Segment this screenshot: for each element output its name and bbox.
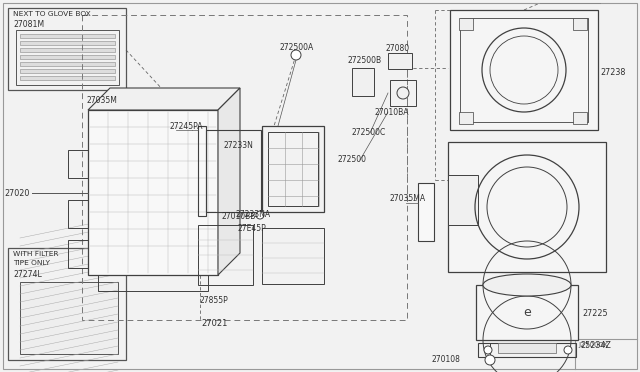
Bar	[573, 112, 587, 124]
Bar	[206, 130, 261, 212]
Bar	[68, 200, 88, 228]
Text: 272500B: 272500B	[348, 56, 382, 65]
Bar	[498, 343, 556, 353]
Text: 27233N: 27233N	[224, 141, 254, 150]
Text: 27020: 27020	[4, 189, 29, 198]
Bar	[20, 41, 115, 45]
Bar	[476, 285, 578, 340]
Bar	[98, 275, 208, 291]
Text: 272500A: 272500A	[280, 43, 314, 52]
Bar	[20, 34, 115, 38]
Circle shape	[564, 346, 572, 354]
Text: e: e	[523, 307, 531, 320]
Bar	[68, 150, 88, 178]
Text: 27035MA: 27035MA	[390, 194, 426, 203]
Circle shape	[256, 211, 264, 219]
Bar	[88, 110, 218, 275]
Bar	[16, 30, 119, 85]
Bar	[20, 48, 115, 52]
Text: WITH FILTER: WITH FILTER	[13, 251, 58, 257]
Bar	[478, 343, 576, 357]
Bar	[388, 53, 412, 69]
Text: 27021: 27021	[202, 319, 228, 328]
Circle shape	[291, 50, 301, 60]
Ellipse shape	[483, 274, 571, 296]
Bar	[268, 132, 318, 206]
Text: 27080: 27080	[386, 44, 410, 53]
Text: 27225: 27225	[582, 308, 607, 317]
Circle shape	[484, 346, 492, 354]
Text: 27E45P: 27E45P	[237, 224, 266, 233]
Bar	[20, 62, 115, 66]
Text: 27855P: 27855P	[200, 296, 228, 305]
Circle shape	[485, 355, 495, 365]
Text: 270108: 270108	[432, 356, 461, 365]
Text: NEXT TO GLOVE BOX: NEXT TO GLOVE BOX	[13, 11, 91, 17]
Text: 27010BB: 27010BB	[222, 212, 257, 221]
Bar	[418, 183, 434, 241]
Polygon shape	[218, 88, 240, 275]
Bar	[448, 142, 606, 272]
Bar	[68, 240, 88, 268]
Bar	[460, 18, 588, 122]
Bar	[262, 228, 324, 284]
Bar	[8, 248, 126, 360]
Bar	[20, 55, 115, 59]
Polygon shape	[88, 88, 240, 110]
Bar	[352, 68, 374, 96]
Bar	[459, 112, 473, 124]
Bar	[448, 175, 478, 225]
Text: 27274L: 27274L	[13, 270, 42, 279]
Bar	[450, 10, 598, 130]
Circle shape	[397, 87, 409, 99]
Text: J27000K: J27000K	[578, 342, 608, 348]
Bar	[262, 126, 324, 212]
Bar	[20, 282, 118, 354]
Text: 27238: 27238	[600, 67, 625, 77]
Text: 272500C: 272500C	[352, 128, 387, 137]
Text: 27245PA: 27245PA	[170, 122, 204, 131]
Bar	[459, 18, 473, 30]
Text: 25234Z: 25234Z	[580, 341, 611, 350]
Text: 272500: 272500	[338, 155, 367, 164]
Text: 27081M: 27081M	[13, 20, 44, 29]
Bar	[20, 76, 115, 80]
Text: TIPE ONLY: TIPE ONLY	[13, 260, 50, 266]
Bar	[20, 69, 115, 73]
Text: 27010BA: 27010BA	[375, 108, 410, 117]
Bar	[8, 8, 126, 90]
Bar	[198, 126, 206, 216]
Text: 27233NA: 27233NA	[235, 210, 270, 219]
Bar	[390, 80, 416, 106]
Text: 27035M: 27035M	[86, 96, 117, 105]
Bar	[573, 18, 587, 30]
Bar	[198, 225, 253, 285]
Bar	[82, 15, 407, 320]
